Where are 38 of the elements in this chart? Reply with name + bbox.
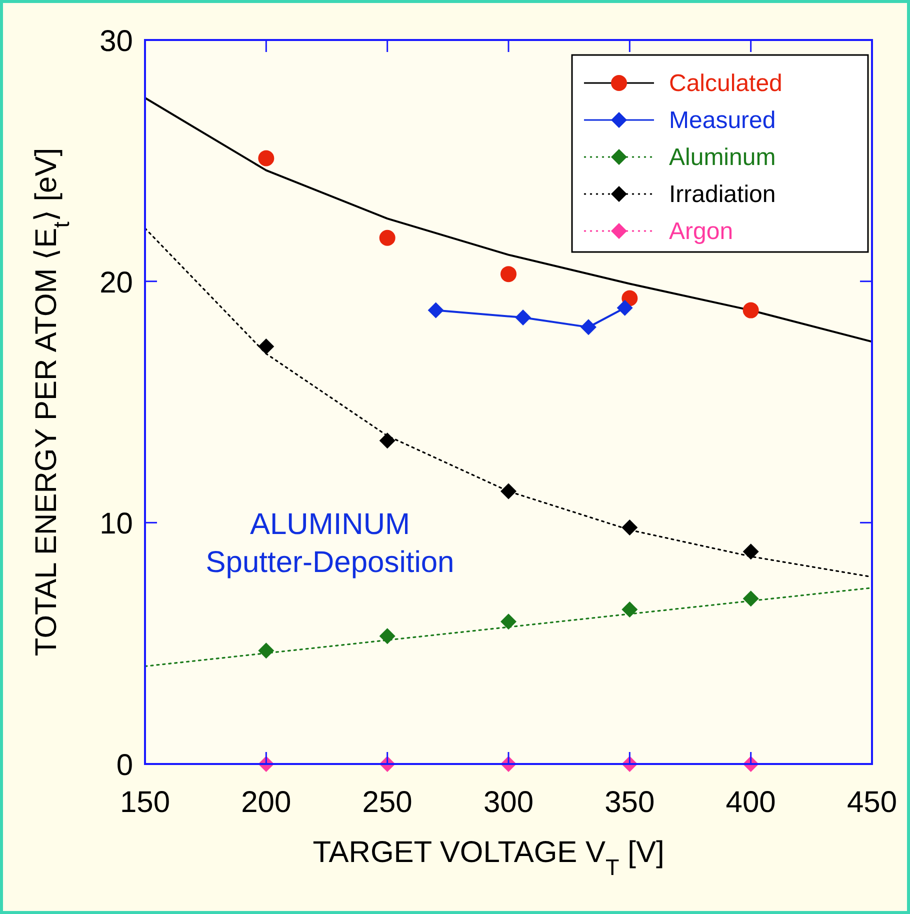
annotation: ALUMINUM [250,508,410,541]
x-tick-label: 150 [120,786,170,819]
line-series [144,96,873,343]
point [379,230,396,246]
legend-label: Argon [669,218,734,245]
point [258,642,274,659]
legend-label: Aluminum [669,144,776,171]
y-tick-label: 30 [100,25,133,58]
legend-label: Measured [669,107,776,134]
annotation: Sputter-Deposition [206,546,454,579]
point [622,519,638,536]
point [580,319,596,336]
legend-label: Calculated [669,70,782,97]
point [500,614,516,630]
x-tick-label: 350 [604,786,655,819]
point [258,338,274,354]
point [258,150,274,166]
x-tick-label: 450 [846,786,898,819]
x-tick-label: 250 [362,786,412,819]
y-tick-label: 20 [100,266,133,300]
y-tick-label: 0 [116,749,133,782]
point [622,602,638,618]
point [428,302,444,318]
x-tick-label: 400 [726,786,776,819]
point [500,483,516,500]
point [515,310,532,326]
point [742,590,759,607]
x-axis-title: TARGET VOLTAGE V$_{T}$ [V] [312,836,664,880]
y-tick-label: 10 [100,508,133,541]
x-tick-label: 200 [241,786,292,819]
point [379,432,396,449]
point [742,302,759,318]
point [742,544,759,560]
point [500,266,516,282]
x-tick-label: 300 [483,786,534,819]
point [616,300,633,316]
legend-label: Irradiation [669,181,776,208]
point [379,628,396,644]
